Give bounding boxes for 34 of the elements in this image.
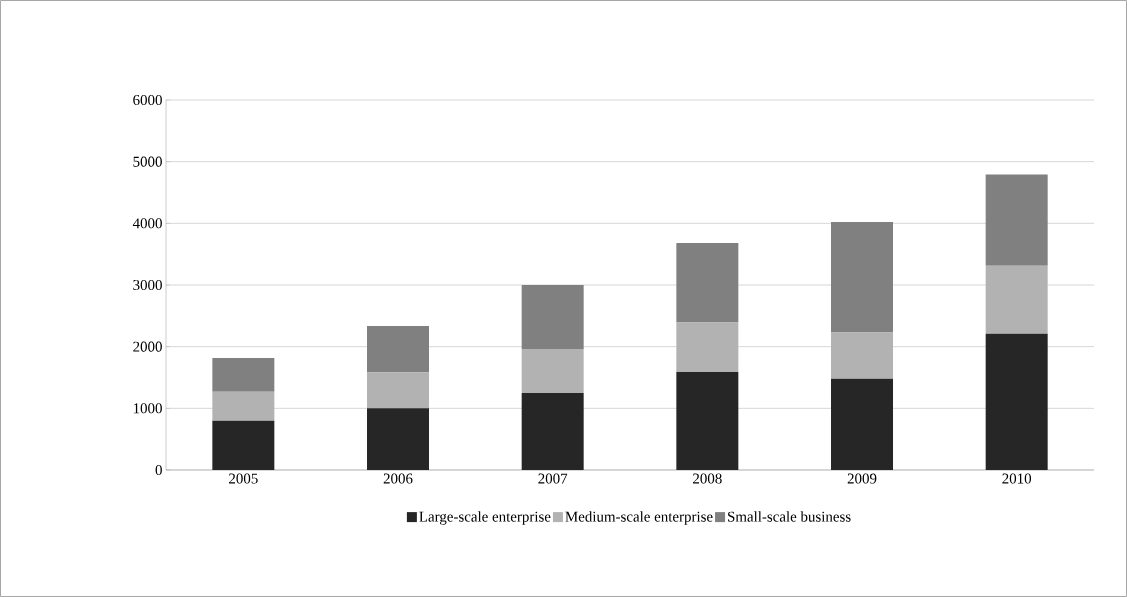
y-tick-label: 1000 [133,403,162,414]
x-tick-label: 2007 [538,473,568,484]
bar [985,333,1048,470]
y-tick-label: 2000 [133,341,162,352]
legend-label: Large-scale enterprise [419,511,551,525]
y-tick-label: 3000 [133,279,162,291]
bar [831,222,894,333]
bar [367,408,430,470]
x-tick-label: 2005 [229,473,258,484]
y-tick-label: 6000 [133,94,162,106]
x-tick-label: 2008 [693,473,722,484]
bar [831,378,894,470]
bar [521,284,584,350]
x-tick-label: 2010 [1002,473,1032,484]
bar [985,265,1048,334]
y-tick-label: 5000 [133,156,162,167]
bar [212,420,275,470]
bar [676,371,739,470]
bar [212,391,275,421]
y-tick-label: 0 [155,464,162,476]
x-tick-label: 2006 [383,473,413,484]
bar [676,243,739,323]
y-tick-label: 4000 [132,218,162,229]
bar [367,372,430,409]
bar [676,322,739,372]
legend-label: Medium-scale enterprise [565,511,713,525]
bar [521,392,584,470]
bar [521,349,584,393]
x-tick-label: 2009 [847,473,877,484]
bar [367,325,430,373]
bar [212,358,275,392]
bar [831,332,894,379]
bar [985,174,1048,266]
legend-label: Small-scale business [728,511,851,522]
